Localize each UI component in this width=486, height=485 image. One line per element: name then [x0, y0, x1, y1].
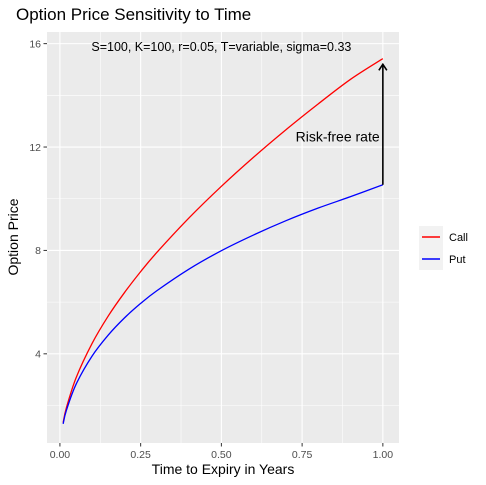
- y-axis-title: Option Price: [5, 198, 21, 275]
- legend: Call Put: [419, 226, 468, 270]
- y-tick-label: 8: [35, 245, 41, 257]
- legend-label: Call: [449, 232, 468, 244]
- legend-item-call: Call: [419, 226, 468, 248]
- plot-panel: S=100, K=100, r=0.05, T=variable, sigma=…: [47, 32, 399, 443]
- x-tick-label: 0.75: [292, 449, 313, 461]
- legend-item-put: Put: [419, 248, 466, 270]
- x-tick-label: 0.00: [50, 449, 71, 461]
- x-axis-title: Time to Expiry in Years: [152, 461, 295, 477]
- major-gridlines: [47, 32, 399, 443]
- series-line-call: [62, 58, 384, 423]
- plot-background: [47, 32, 399, 443]
- y-tick-label: 12: [29, 142, 41, 154]
- y-tick-label: 4: [35, 349, 41, 361]
- y-axis-ticks: 4 8 12 16: [29, 38, 47, 361]
- x-axis-ticks: 0.00 0.25 0.50 0.75 1.00: [50, 443, 394, 461]
- y-tick-label: 16: [29, 38, 41, 50]
- risk-free-rate-annotation: Risk-free rate: [296, 129, 380, 145]
- series-line-put: [62, 184, 384, 425]
- risk-free-arrow-head: [378, 62, 388, 71]
- legend-label: Put: [449, 254, 466, 266]
- annotation-layer: S=100, K=100, r=0.05, T=variable, sigma=…: [91, 40, 388, 185]
- params-annotation: S=100, K=100, r=0.05, T=variable, sigma=…: [91, 40, 351, 54]
- x-tick-label: 0.25: [130, 449, 151, 461]
- chart-title: Option Price Sensitivity to Time: [16, 5, 251, 24]
- series-layer: [62, 58, 384, 425]
- x-tick-label: 1.00: [373, 449, 394, 461]
- x-tick-label: 0.50: [211, 449, 232, 461]
- minor-gridlines: [47, 32, 399, 443]
